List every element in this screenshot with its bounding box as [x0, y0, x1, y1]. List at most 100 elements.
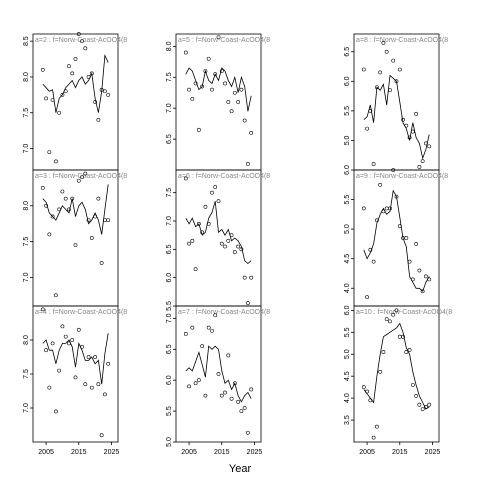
- data-point: [89, 385, 94, 390]
- data-point: [196, 221, 201, 226]
- fit-line: [185, 67, 252, 112]
- y-tick-label: 6.5: [344, 47, 351, 57]
- data-point: [63, 89, 68, 94]
- data-point: [397, 334, 402, 339]
- data-point: [414, 394, 419, 398]
- fit-line: [363, 74, 430, 160]
- panel-2: a=3 : f=Norw-Coast-AcOO4(8 7.0 7.5 8.0: [23, 169, 127, 307]
- data-point: [226, 238, 231, 243]
- data-point: [219, 241, 224, 246]
- data-point: [44, 348, 48, 353]
- y-tick-label: 7.0: [23, 272, 30, 282]
- data-point: [106, 361, 111, 366]
- y-tick-label: 5.0: [344, 224, 351, 234]
- x-tick-label: 2005: [359, 449, 375, 456]
- data-point: [187, 87, 191, 92]
- data-point: [50, 214, 55, 219]
- y-tick-label: 5.5: [166, 406, 173, 416]
- data-point: [249, 275, 254, 280]
- data-point: [76, 32, 81, 36]
- data-point: [210, 328, 214, 333]
- data-point: [249, 387, 254, 392]
- data-point: [99, 433, 104, 438]
- data-point: [93, 355, 98, 359]
- data-point: [388, 206, 392, 211]
- data-point: [226, 100, 231, 104]
- data-point: [242, 118, 247, 123]
- data-point: [67, 64, 71, 69]
- panel-frame: [175, 33, 262, 171]
- fit-line: [42, 333, 109, 385]
- data-point: [96, 196, 101, 201]
- data-point: [193, 81, 198, 86]
- panel-title: a=5 : f=Norw-Coast-AcOO4(8: [178, 37, 270, 44]
- y-tick-label: 7.0: [166, 103, 173, 113]
- data-point: [388, 319, 392, 324]
- data-point: [203, 69, 208, 73]
- data-point: [40, 307, 45, 312]
- data-point: [420, 289, 425, 294]
- data-point: [401, 117, 405, 122]
- panel-title: a=9 : f=Norw-Coast-AcOO4(8: [356, 173, 448, 180]
- panel-frame: [175, 169, 262, 307]
- data-point: [361, 67, 366, 72]
- data-point: [216, 199, 221, 204]
- data-point: [242, 406, 247, 410]
- data-point: [246, 161, 250, 166]
- data-point: [196, 378, 201, 383]
- y-tick-label: 5.5: [344, 106, 351, 116]
- data-point: [236, 399, 241, 404]
- data-point: [200, 344, 205, 349]
- data-point: [57, 110, 62, 115]
- data-point: [53, 293, 58, 298]
- data-point: [414, 242, 419, 246]
- data-point: [50, 341, 55, 346]
- y-tick-label: 7.5: [23, 108, 30, 118]
- data-point: [60, 324, 65, 329]
- y-tick-label: 7.5: [23, 237, 30, 247]
- data-point: [83, 382, 88, 387]
- data-point: [374, 218, 379, 223]
- x-tick-label: 2015: [71, 449, 87, 456]
- y-tick-label: 5.5: [166, 301, 173, 311]
- data-point: [206, 56, 211, 61]
- data-point: [417, 268, 422, 273]
- y-tick-label: 6.0: [344, 165, 351, 175]
- data-point: [401, 334, 405, 339]
- data-point: [193, 381, 198, 386]
- panel-frame: [32, 305, 119, 443]
- data-point: [239, 247, 244, 252]
- data-point: [44, 96, 48, 101]
- x-axis-label: Year: [229, 463, 252, 475]
- data-point: [229, 233, 234, 238]
- panel-frame: [32, 33, 119, 171]
- data-point: [361, 206, 366, 211]
- data-point: [427, 277, 432, 282]
- data-point: [196, 127, 201, 132]
- data-point: [232, 381, 237, 386]
- data-point: [57, 368, 62, 373]
- data-point: [381, 209, 386, 214]
- data-point: [420, 159, 425, 164]
- data-point: [53, 159, 58, 164]
- x-tick-label: 2005: [181, 449, 197, 456]
- data-point: [368, 247, 373, 252]
- data-point: [239, 87, 244, 92]
- data-point: [67, 341, 71, 346]
- data-point: [80, 175, 84, 180]
- data-point: [219, 69, 224, 73]
- data-point: [103, 392, 107, 397]
- data-point: [76, 327, 81, 332]
- data-point: [183, 50, 188, 55]
- y-tick-label: 4.5: [344, 371, 351, 381]
- data-point: [203, 204, 208, 209]
- data-point: [73, 375, 78, 380]
- y-tick-label: 5.5: [344, 195, 351, 205]
- y-tick-label: 6.0: [344, 76, 351, 86]
- data-point: [365, 389, 369, 394]
- data-point: [213, 313, 218, 318]
- data-point: [183, 331, 188, 336]
- data-point: [63, 196, 68, 201]
- data-point: [394, 194, 399, 199]
- data-point: [407, 347, 412, 352]
